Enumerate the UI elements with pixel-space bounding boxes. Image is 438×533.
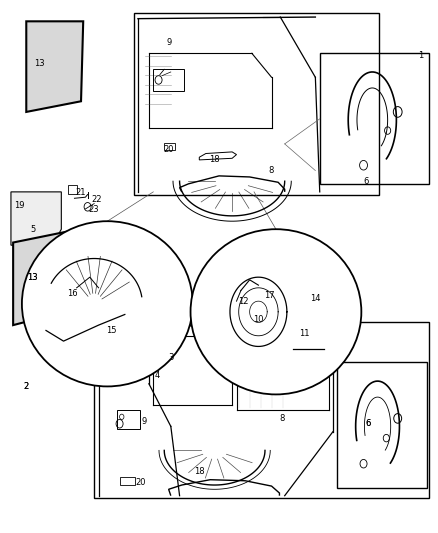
Ellipse shape [191, 229, 361, 394]
Polygon shape [26, 21, 83, 112]
Text: 3: 3 [168, 353, 173, 361]
Bar [320, 53, 429, 184]
Text: 14: 14 [310, 294, 321, 303]
Text: 17: 17 [264, 292, 275, 300]
Text: 5: 5 [30, 225, 35, 233]
Bar [134, 13, 379, 195]
Text: 9: 9 [166, 38, 171, 47]
Bar [68, 185, 77, 194]
Text: 15: 15 [106, 326, 117, 335]
Ellipse shape [22, 221, 193, 386]
Text: 19: 19 [14, 201, 25, 209]
Bar [164, 143, 175, 150]
Text: 4: 4 [155, 372, 160, 380]
Text: 18: 18 [194, 467, 205, 476]
Text: 9: 9 [142, 417, 147, 425]
Text: 12: 12 [238, 297, 248, 305]
Bar [94, 322, 429, 498]
Polygon shape [11, 192, 61, 245]
Bar [120, 477, 135, 485]
Text: 13: 13 [34, 60, 45, 68]
Text: 6: 6 [363, 177, 368, 185]
Text: 21: 21 [76, 189, 86, 197]
Polygon shape [13, 229, 79, 325]
Text: 22: 22 [91, 196, 102, 204]
Text: 13: 13 [28, 273, 38, 281]
Text: 13: 13 [28, 273, 38, 281]
Text: 10: 10 [253, 316, 264, 324]
Text: 8: 8 [269, 166, 274, 175]
Text: 6: 6 [365, 419, 371, 428]
Bar [153, 69, 184, 91]
Text: 6: 6 [365, 419, 371, 428]
Text: 20: 20 [163, 145, 174, 154]
Text: 23: 23 [89, 205, 99, 214]
Text: 2: 2 [24, 382, 29, 391]
Text: 2: 2 [24, 382, 29, 391]
Text: 16: 16 [67, 289, 78, 297]
Text: 18: 18 [209, 156, 220, 164]
Text: 20: 20 [135, 478, 145, 487]
Bar [337, 362, 427, 488]
Bar [117, 410, 140, 429]
Text: 8: 8 [280, 414, 285, 423]
Text: 11: 11 [299, 329, 310, 337]
Text: 1: 1 [418, 52, 423, 60]
